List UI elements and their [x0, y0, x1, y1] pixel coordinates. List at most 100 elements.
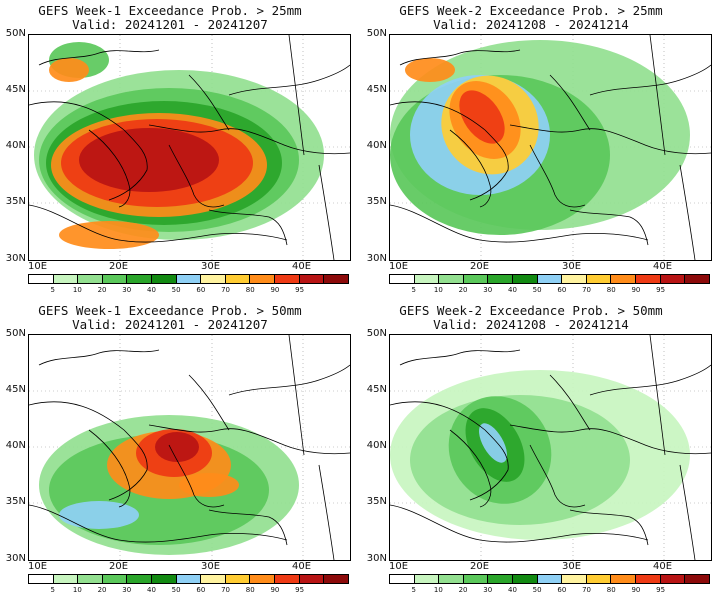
colorbar-swatch [611, 575, 637, 583]
colorbar-label: 40 [146, 286, 156, 294]
panel-title: GEFS Week-1 Exceedance Prob. > 25mm [38, 3, 302, 18]
colorbar-swatch [201, 275, 226, 283]
coastline [399, 349, 521, 366]
colorbar-label: 30 [483, 586, 493, 594]
coastline [148, 124, 350, 155]
colorbar-label: 5 [411, 586, 416, 594]
colorbar-label: 50 [532, 286, 542, 294]
colorbar-label: 60 [196, 586, 206, 594]
lon-label: 20E [109, 261, 129, 272]
coastline [649, 335, 696, 560]
colorbar [389, 274, 710, 284]
lon-label: 10E [28, 561, 48, 572]
colorbar-label: 50 [532, 586, 542, 594]
colorbar-swatch [53, 575, 79, 583]
lat-label: 50N [366, 328, 387, 339]
colorbar-label: 60 [557, 586, 567, 594]
lat-label: 30N [5, 553, 26, 564]
colorbar-swatch [636, 275, 661, 283]
probability-area [459, 90, 505, 144]
coastline [589, 64, 711, 96]
colorbar-swatch [537, 575, 563, 583]
colorbar-swatch [102, 275, 128, 283]
coastline [148, 424, 350, 455]
probability-area [405, 58, 455, 82]
panel-valid-dates: Valid: 20241208 - 20241214 [433, 317, 629, 332]
coastline [399, 49, 521, 66]
lat-label: 40N [366, 140, 387, 151]
colorbar-label: 5 [50, 586, 55, 594]
colorbar-swatch [250, 575, 276, 583]
coastline [390, 101, 509, 201]
coastline [29, 401, 148, 501]
colorbar-swatch [636, 575, 661, 583]
coastline [509, 124, 711, 155]
lon-label: 40E [653, 561, 673, 572]
colorbar-label: 40 [507, 286, 517, 294]
map-panel-week1-25mm: GEFS Week-1 Exceedance Prob. > 25mm Vali… [0, 0, 351, 294]
panel-valid-dates: Valid: 20241201 - 20241207 [72, 17, 268, 32]
colorbar-swatch [29, 275, 54, 283]
colorbar-label: 20 [458, 286, 468, 294]
lat-label: 35N [5, 196, 26, 207]
colorbar-swatch [152, 275, 177, 283]
panel-valid-dates: Valid: 20241208 - 20241214 [433, 17, 629, 32]
map-area [389, 334, 712, 561]
colorbar-swatch [685, 575, 709, 583]
colorbar-label: 90 [270, 286, 280, 294]
colorbar-swatch [29, 575, 54, 583]
colorbar-label: 90 [631, 586, 641, 594]
map-panel-week2-25mm: GEFS Week-2 Exceedance Prob. > 25mm Vali… [361, 0, 712, 294]
lon-label: 30E [201, 261, 221, 272]
colorbar-swatch [275, 275, 300, 283]
coastline [168, 144, 225, 208]
coastline [529, 444, 586, 508]
map-area [389, 34, 712, 261]
lat-label: 50N [366, 28, 387, 39]
colorbar-label: 80 [245, 586, 255, 594]
lat-label: 50N [5, 328, 26, 339]
colorbar-label: 20 [458, 586, 468, 594]
colorbar-label: 95 [295, 286, 305, 294]
lat-label: 40N [5, 440, 26, 451]
probability-area [479, 423, 507, 463]
coastline [288, 35, 335, 260]
colorbar-swatch [299, 575, 325, 583]
coastline [589, 364, 711, 396]
colorbar-swatch [152, 575, 177, 583]
lon-label: 30E [562, 261, 582, 272]
colorbar-swatch [53, 275, 79, 283]
colorbar-label: 95 [295, 586, 305, 594]
coastline [38, 349, 160, 366]
lon-label: 10E [28, 261, 48, 272]
coastline [88, 429, 131, 508]
coastline [188, 74, 230, 131]
coastline [390, 504, 649, 543]
colorbar-label: 30 [122, 286, 132, 294]
lon-label: 40E [292, 261, 312, 272]
colorbar-label: 40 [507, 586, 517, 594]
colorbar-swatch [390, 575, 415, 583]
probability-area [59, 501, 139, 529]
lat-label: 50N [5, 28, 26, 39]
colorbar-label: 5 [50, 286, 55, 294]
coastline [29, 101, 148, 201]
colorbar-swatch [685, 275, 709, 283]
colorbar-label: 80 [245, 286, 255, 294]
colorbar-label: 30 [483, 286, 493, 294]
lon-label: 30E [201, 561, 221, 572]
coastline [390, 204, 649, 243]
map-panel-week2-50mm: GEFS Week-2 Exceedance Prob. > 50mm Vali… [361, 300, 712, 594]
colorbar-label: 70 [582, 586, 591, 594]
colorbar-swatch [414, 575, 440, 583]
probability-area [49, 58, 89, 82]
colorbar-swatch [463, 575, 489, 583]
colorbar-label: 90 [270, 586, 280, 594]
panel-title: GEFS Week-2 Exceedance Prob. > 50mm [399, 303, 663, 318]
colorbar-label: 10 [433, 286, 443, 294]
coastline [649, 35, 696, 260]
colorbar-label: 20 [97, 586, 107, 594]
colorbar-swatch [225, 575, 251, 583]
colorbar-swatch [176, 275, 202, 283]
coastline [569, 209, 649, 246]
